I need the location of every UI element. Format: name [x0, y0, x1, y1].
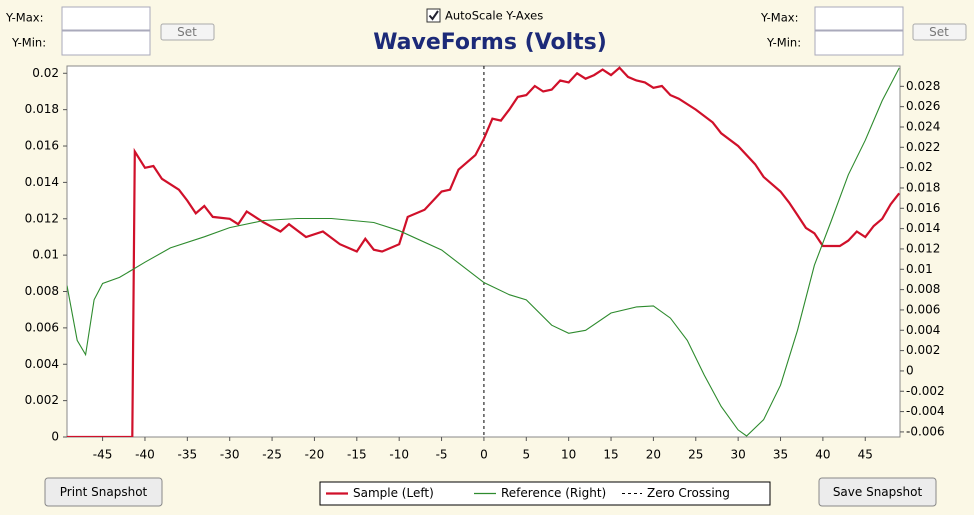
- y2-tick-label: 0.024: [906, 119, 940, 133]
- y2-tick-label: 0.026: [906, 99, 940, 113]
- button-label: Save Snapshot: [833, 485, 923, 499]
- x-tick-label: -15: [347, 448, 367, 462]
- button-frame: [818, 477, 937, 507]
- x-tick-label: -5: [436, 448, 448, 462]
- legend: [319, 481, 771, 506]
- y-tick-label: 0.016: [25, 139, 59, 153]
- y2-tick-label: 0.01: [906, 262, 933, 276]
- checkbox: [426, 8, 441, 23]
- legend-label: Sample (Left): [353, 486, 434, 500]
- button-label: Set: [929, 25, 949, 39]
- x-tick-label: 45: [858, 448, 873, 462]
- y-tick-label: 0.012: [25, 211, 59, 225]
- right-ymax-label: Y-Max:: [760, 11, 798, 25]
- left-ymin-input[interactable]: [61, 30, 151, 56]
- x-tick-label: 10: [561, 448, 576, 462]
- left-set-button[interactable]: Set: [160, 23, 215, 41]
- legend-label: Zero Crossing: [647, 486, 730, 500]
- check-mark: [428, 10, 439, 21]
- y2-tick-label: 0: [906, 363, 914, 377]
- y2-tick-label: -0.006: [906, 424, 945, 438]
- x-tick-label: -20: [305, 448, 325, 462]
- x-tick-label: 20: [646, 448, 661, 462]
- button-frame: [160, 23, 215, 41]
- x-tick-label: 25: [688, 448, 703, 462]
- x-tick-label: 0: [480, 448, 488, 462]
- button-label: Print Snapshot: [60, 485, 148, 499]
- x-tick-label: -35: [178, 448, 198, 462]
- y2-tick-label: 0.028: [906, 79, 940, 93]
- y-tick-label: 0.002: [25, 393, 59, 407]
- x-tick-label: -30: [220, 448, 240, 462]
- x-tick-label: -45: [93, 448, 113, 462]
- chart-title: WaveForms (Volts): [373, 30, 607, 55]
- print-snapshot-button[interactable]: Print Snapshot: [44, 477, 163, 507]
- button-label: Set: [177, 25, 197, 39]
- y2-tick-label: 0.018: [906, 180, 940, 194]
- y2-tick-label: 0.006: [906, 302, 940, 316]
- x-tick-label: 15: [603, 448, 618, 462]
- y2-tick-label: -0.004: [906, 404, 945, 418]
- series-line: [67, 67, 900, 437]
- y2-tick-label: 0.008: [906, 282, 940, 296]
- y2-tick-label: 0.004: [906, 323, 940, 337]
- right-ymin-input[interactable]: [814, 30, 904, 56]
- y-tick-label: 0.018: [25, 102, 59, 116]
- series-line: [67, 66, 900, 437]
- button-frame: [44, 477, 163, 507]
- left-ymax-label: Y-Max:: [5, 11, 43, 25]
- x-tick-label: -25: [262, 448, 282, 462]
- y2-tick-label: 0.012: [906, 241, 940, 255]
- right-ymin-label: Y-Min:: [766, 36, 801, 50]
- x-tick-label: -10: [389, 448, 409, 462]
- y-tick-label: 0.014: [25, 175, 59, 189]
- y2-tick-label: -0.002: [906, 384, 945, 398]
- left-ymax-input[interactable]: [61, 6, 151, 31]
- left-ymin-label: Y-Min:: [11, 36, 46, 50]
- button-frame: [912, 23, 967, 41]
- y-tick-label: 0.004: [25, 357, 59, 371]
- x-tick-label: 40: [815, 448, 830, 462]
- x-tick-label: 35: [773, 448, 788, 462]
- y-tick-label: 0.008: [25, 284, 59, 298]
- y2-tick-label: 0.02: [906, 160, 933, 174]
- x-tick-label: 30: [731, 448, 746, 462]
- right-ymax-input[interactable]: [814, 6, 904, 31]
- y2-tick-label: 0.022: [906, 140, 940, 154]
- y2-tick-label: 0.016: [906, 201, 940, 215]
- y-tick-label: 0.01: [32, 248, 59, 262]
- x-tick-label: 5: [522, 448, 530, 462]
- y2-tick-label: 0.014: [906, 221, 940, 235]
- y-tick-label: 0: [51, 430, 59, 444]
- x-tick-label: -40: [135, 448, 155, 462]
- y2-tick-label: 0.002: [906, 343, 940, 357]
- legend-label: Reference (Right): [501, 486, 606, 500]
- save-snapshot-button[interactable]: Save Snapshot: [818, 477, 937, 507]
- autoscale-checkbox[interactable]: AutoScale Y-Axes: [426, 8, 543, 23]
- y-tick-label: 0.02: [32, 66, 59, 80]
- autoscale-label: AutoScale Y-Axes: [445, 9, 543, 23]
- right-set-button[interactable]: Set: [912, 23, 967, 41]
- y-tick-label: 0.006: [25, 320, 59, 334]
